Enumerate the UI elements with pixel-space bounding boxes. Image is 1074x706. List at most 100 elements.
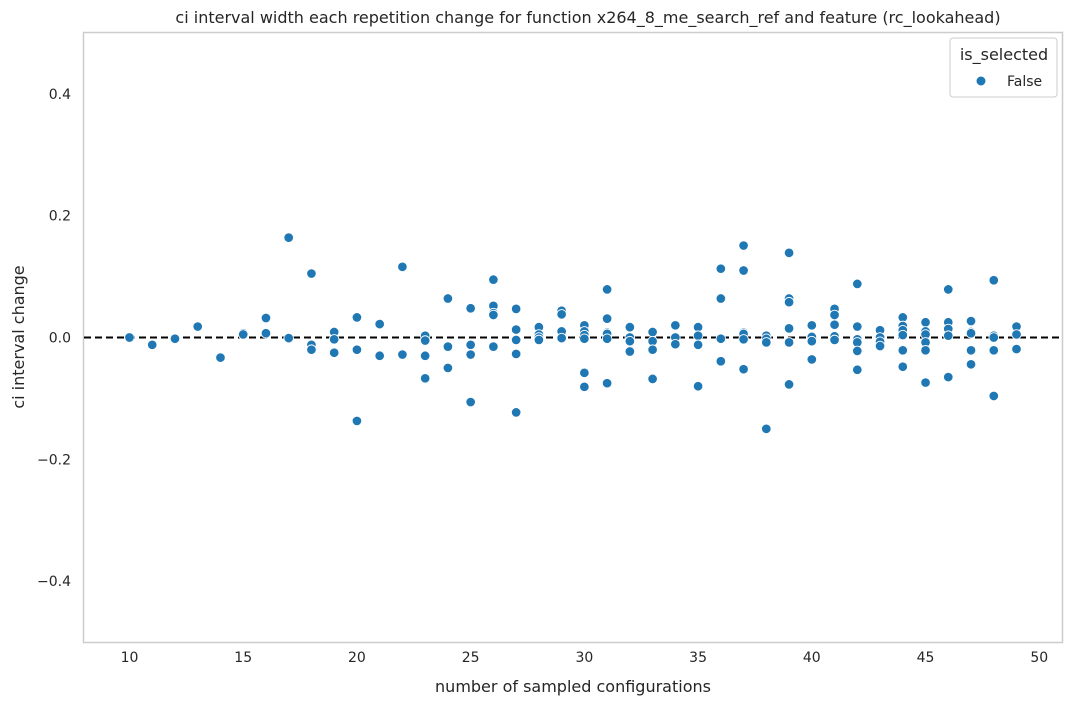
data-point [374, 318, 385, 330]
data-point [670, 338, 681, 350]
data-point [920, 317, 931, 328]
data-point [738, 240, 749, 251]
data-point [943, 284, 954, 295]
data-point [715, 333, 727, 344]
data-point [510, 348, 522, 360]
data-point [556, 332, 567, 344]
data-point [601, 313, 613, 324]
data-point [465, 339, 476, 351]
data-point [965, 359, 977, 370]
legend-title: is_selected [960, 45, 1048, 65]
data-point [215, 352, 226, 363]
data-point [988, 345, 1000, 356]
data-point [510, 303, 522, 315]
data-point [306, 268, 317, 279]
data-point [374, 350, 385, 362]
data-point [761, 423, 772, 435]
data-point [806, 320, 818, 331]
y-tick-label: 0.0 [49, 331, 71, 347]
data-point [556, 309, 567, 320]
data-point [579, 381, 590, 393]
data-point [192, 321, 203, 332]
data-point [601, 284, 613, 295]
data-point [897, 345, 909, 356]
data-point [283, 332, 294, 344]
legend-label-false: False [1007, 74, 1042, 90]
x-tick-label: 20 [348, 650, 366, 666]
x-tick-label: 25 [462, 650, 480, 666]
x-tick-label: 15 [234, 650, 252, 666]
data-point [624, 346, 636, 357]
x-tick-label: 40 [803, 650, 821, 666]
data-point [738, 363, 749, 375]
data-point [624, 321, 636, 333]
data-point [897, 361, 909, 372]
y-axis-ticks: −0.4 −0.2 0.0 0.2 0.4 [37, 87, 71, 590]
data-point [124, 332, 135, 343]
data-point [419, 373, 431, 384]
data-point [510, 324, 522, 335]
data-point [465, 349, 476, 360]
data-point [965, 315, 977, 327]
y-axis-label: ci interval change [9, 265, 28, 408]
data-point [670, 320, 681, 331]
data-point [806, 354, 818, 365]
data-point [488, 309, 499, 321]
data-point [260, 312, 272, 324]
data-point [260, 327, 272, 339]
data-point [442, 362, 454, 374]
data-point [1011, 329, 1022, 340]
data-points [124, 232, 1022, 435]
data-point [715, 263, 727, 274]
data-point [419, 335, 431, 346]
legend: is_selected False [949, 37, 1058, 98]
data-point [624, 335, 636, 347]
data-point [806, 335, 818, 347]
data-point [488, 341, 499, 352]
data-point [647, 344, 658, 355]
data-point [579, 367, 590, 379]
data-point [397, 349, 408, 360]
data-point [1011, 343, 1022, 355]
x-tick-label: 50 [1030, 650, 1048, 666]
data-point [852, 345, 863, 357]
x-tick-label: 35 [689, 650, 707, 666]
data-point [761, 337, 772, 348]
data-point [488, 274, 499, 285]
data-point [237, 329, 249, 340]
x-axis-label: number of sampled configurations [435, 677, 711, 696]
data-point [715, 293, 727, 304]
data-point [852, 278, 863, 290]
data-point [419, 350, 431, 362]
x-tick-label: 45 [917, 650, 935, 666]
data-point [829, 309, 840, 321]
y-tick-label: 0.2 [49, 209, 71, 225]
y-tick-label: −0.4 [37, 574, 71, 590]
data-point [169, 333, 181, 344]
data-point [465, 396, 476, 408]
data-point [283, 232, 294, 243]
data-point [829, 319, 840, 330]
data-point [328, 347, 340, 358]
chart-title: ci interval width each repetition change… [175, 8, 1000, 28]
data-point [647, 326, 658, 338]
x-axis-ticks: 10 15 20 25 30 35 40 45 50 [121, 650, 1049, 666]
y-tick-label: −0.2 [37, 452, 71, 468]
data-point [397, 261, 408, 273]
data-point [874, 340, 886, 352]
data-point [465, 303, 476, 314]
data-point [442, 341, 454, 352]
data-point [783, 296, 795, 308]
data-point [920, 345, 931, 356]
data-point [852, 321, 863, 332]
data-point [601, 333, 613, 344]
data-point [783, 337, 795, 348]
data-point [692, 380, 704, 392]
data-point [965, 345, 977, 356]
data-point [510, 334, 522, 346]
data-point [351, 344, 363, 355]
data-point [783, 379, 795, 390]
data-point [943, 371, 954, 383]
data-point [988, 332, 1000, 343]
